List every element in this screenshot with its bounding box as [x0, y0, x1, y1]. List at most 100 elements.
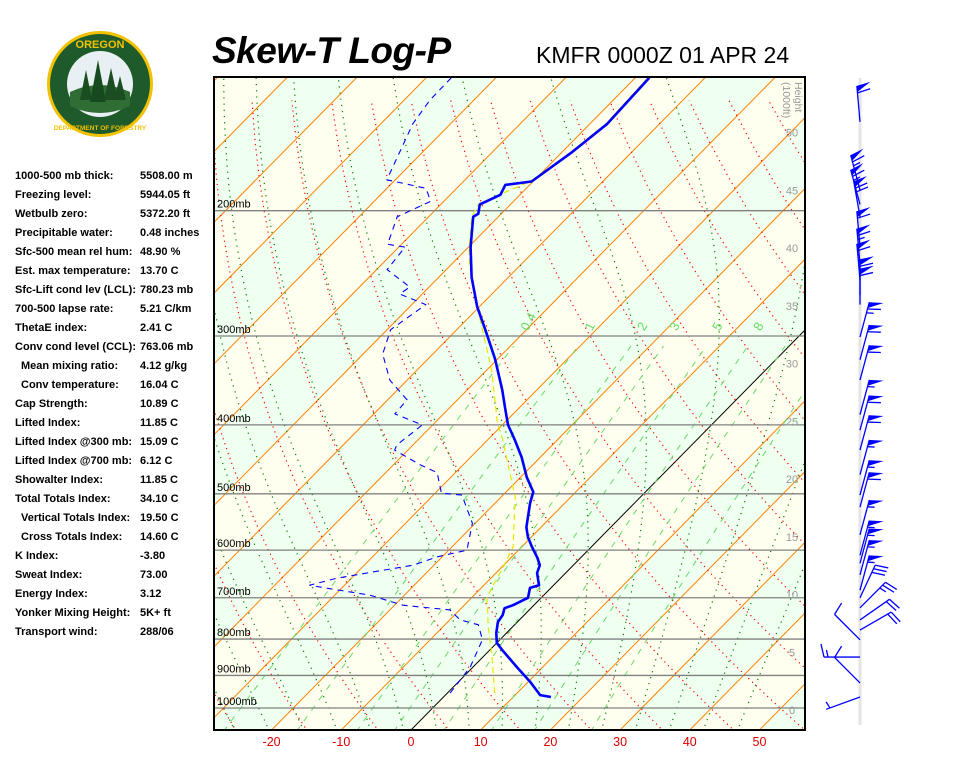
stat-row: Precipitable water: 0.48 inches — [15, 226, 215, 245]
dry-adiabat — [489, 100, 805, 608]
moist-adiabat — [255, 77, 437, 730]
stat-value: 48.90 % — [140, 246, 181, 258]
wind-barb — [859, 598, 900, 621]
moist-adiabat — [461, 77, 589, 730]
stat-label: 700-500 lapse rate: — [15, 303, 114, 315]
stat-value: 780.23 mb — [140, 284, 194, 296]
plot-frame — [213, 76, 806, 731]
mixing-ratio-line — [223, 345, 515, 730]
stat-row: Conv cond level (CCL): 763.06 mb — [15, 340, 215, 359]
dry-adiabat — [609, 100, 805, 422]
wind-barb — [859, 520, 884, 556]
height-tick-label: 5 — [789, 647, 795, 659]
pressure-label: 200mb — [217, 199, 251, 211]
wind-barb — [859, 379, 884, 415]
dry-adiabat — [888, 101, 960, 732]
wind-barb — [859, 395, 884, 431]
dry-adiabat — [214, 130, 450, 730]
stat-row: Lifted Index @700 mb: 6.12 C — [15, 454, 215, 473]
sounding-indices-panel: 1000-500 mb thick: 5508.00 m Freezing leve… — [15, 169, 215, 644]
isotherm-band — [214, 117, 805, 730]
stat-value: 288/06 — [140, 626, 174, 638]
wind-barb — [850, 148, 865, 191]
stat-label: Transport wind: — [15, 626, 98, 638]
isotherm — [214, 77, 428, 294]
isotherm — [619, 541, 805, 730]
isotherm-band — [214, 77, 805, 718]
dry-adiabat — [648, 100, 805, 359]
moist-adiabat — [337, 77, 504, 730]
stat-value: 16.04 C — [140, 379, 179, 391]
isotherm — [214, 117, 805, 719]
moist-adiabat — [223, 77, 405, 730]
svg-text:OREGON: OREGON — [76, 39, 125, 51]
isotherm — [689, 612, 805, 730]
stat-row: 700-500 lapse rate: 5.21 C/km — [15, 302, 215, 321]
stat-value: 0.48 inches — [140, 227, 200, 239]
height-tick-label: 20 — [786, 474, 798, 486]
isotherm — [827, 65, 960, 731]
wind-barbs — [820, 81, 901, 710]
stat-row: Yonker Mixing Height: 5K+ ft — [15, 606, 215, 625]
wind-barb — [833, 645, 861, 684]
stat-label: Est. max temperature: — [15, 265, 131, 277]
height-axis-units: (1000ft) — [780, 82, 792, 118]
stat-value: 763.06 mb — [140, 341, 194, 353]
stat-label: Lifted Index: — [15, 417, 81, 429]
isotherm — [214, 77, 358, 224]
stat-value: 5372.20 ft — [140, 208, 191, 220]
wind-barb — [859, 415, 884, 451]
height-tick-label: 40 — [786, 243, 798, 255]
parcel-line — [468, 77, 649, 694]
height-tick-label: 50 — [786, 128, 798, 140]
stat-value: -3.80 — [140, 550, 166, 562]
stat-label: Wetbulb zero: — [15, 208, 88, 220]
stat-row: Sfc-Lift cond lev (LCL): 780.23 mb — [15, 283, 215, 302]
wind-barb — [859, 499, 884, 536]
pressure-label: 300mb — [217, 324, 251, 336]
wind-barb — [859, 345, 884, 381]
wind-barb — [859, 564, 889, 599]
wind-barb — [859, 324, 884, 360]
x-tick-label: 10 — [474, 735, 488, 749]
temperature-line — [469, 77, 651, 699]
stat-row: Est. max temperature: 13.70 C — [15, 264, 215, 283]
stat-value: 34.10 C — [140, 493, 179, 505]
moist-adiabat — [550, 77, 647, 730]
mixing-ratio-label: 0.4 — [517, 310, 539, 333]
stat-value: 15.09 C — [140, 436, 179, 448]
stat-row: Lifted Index: 11.85 C — [15, 416, 215, 435]
wind-barb — [859, 555, 884, 591]
station-time-label: KMFR 0000Z 01 APR 24 — [536, 42, 790, 68]
x-tick-label: 50 — [753, 735, 767, 749]
stat-value: 5508.00 m — [140, 170, 193, 182]
x-tick-label: -20 — [263, 735, 281, 749]
wind-barb — [859, 439, 884, 475]
stat-value: 6.12 C — [140, 455, 173, 467]
wind-barb — [859, 472, 884, 508]
stat-value: 11.85 C — [140, 474, 178, 486]
isotherm — [214, 77, 498, 365]
pressure-label: 900mb — [217, 663, 251, 675]
zero-isotherm — [410, 329, 805, 730]
stat-label: Precipitable water: — [15, 227, 113, 239]
stat-label: Conv temperature: — [21, 379, 119, 391]
stat-label: Freezing level: — [15, 189, 92, 201]
wind-barb — [859, 302, 884, 338]
dry-adiabat — [848, 101, 960, 732]
stat-label: Lifted Index @700 mb: — [15, 455, 133, 467]
height-tick-label: 30 — [786, 359, 798, 371]
stat-row: Cross Totals Index: 14.60 C — [15, 530, 215, 549]
height-tick-label: 15 — [786, 532, 798, 544]
stat-label: Vertical Totals Index: — [21, 512, 131, 524]
stat-row: Total Totals Index: 34.10 C — [15, 492, 215, 511]
stat-label: Cap Strength: — [15, 398, 88, 410]
stat-row: Lifted Index @300 mb: 15.09 C — [15, 435, 215, 454]
stat-label: Yonker Mixing Height: — [15, 607, 131, 619]
stat-value: 11.85 C — [140, 417, 178, 429]
stat-row: Sweat Index: 73.00 — [15, 568, 215, 587]
stat-row: 1000-500 mb thick: 5508.00 m — [15, 169, 215, 188]
chart-grid — [214, 65, 960, 732]
stat-row: Transport wind: 288/06 — [15, 625, 215, 644]
